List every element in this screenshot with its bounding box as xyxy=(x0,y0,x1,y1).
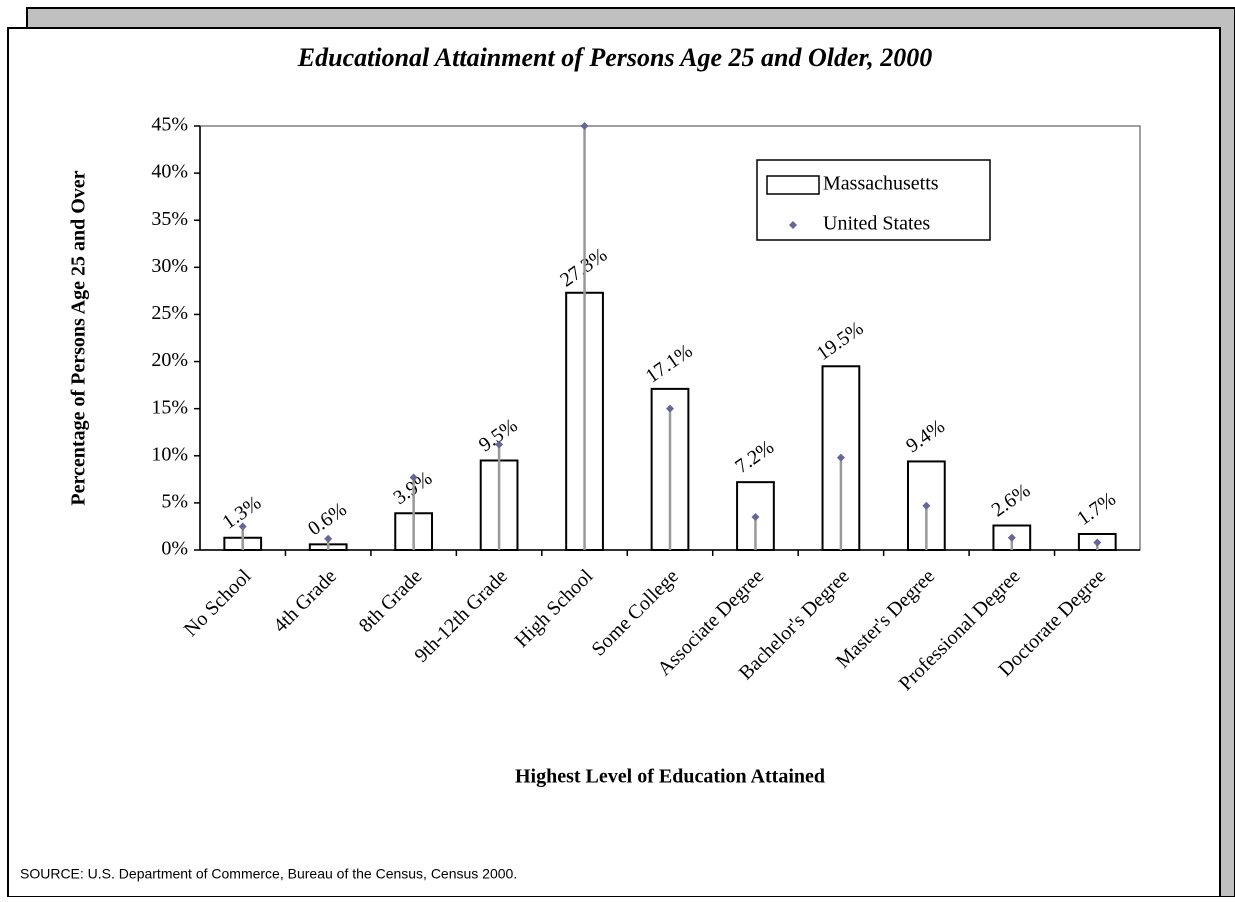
y-tick-label: 5% xyxy=(161,490,188,512)
chart-panel xyxy=(7,27,1221,898)
legend-swatch xyxy=(766,175,820,195)
point xyxy=(495,440,504,449)
point xyxy=(666,404,674,413)
y-tick-label: 30% xyxy=(151,255,188,277)
y-axis-title: Percentage of Persons Age 25 and Over xyxy=(68,170,90,505)
point xyxy=(751,513,760,522)
y-tick-label: 25% xyxy=(151,302,188,324)
source-note: SOURCE: U.S. Department of Commerce, Bur… xyxy=(20,866,517,882)
point xyxy=(1093,538,1102,547)
y-tick-label: 10% xyxy=(151,443,188,465)
y-tick-label: 0% xyxy=(161,538,188,560)
y-tick-label: 40% xyxy=(151,161,188,183)
y-tick-label: 15% xyxy=(151,396,188,418)
y-tick-label: 20% xyxy=(151,349,188,371)
legend-marker xyxy=(789,221,797,229)
point xyxy=(1007,533,1016,542)
y-tick-label: 35% xyxy=(151,208,188,230)
legend-label: Massachusetts xyxy=(823,173,939,195)
point xyxy=(409,473,418,482)
legend xyxy=(756,159,991,241)
point xyxy=(580,122,589,130)
x-axis-title: Highest Level of Education Attained xyxy=(515,766,825,788)
point xyxy=(836,453,845,462)
point xyxy=(238,522,247,531)
chart-title: Educational Attainment of Persons Age 25… xyxy=(297,43,932,72)
y-tick-label: 45% xyxy=(151,114,188,136)
point xyxy=(324,534,333,543)
point xyxy=(922,501,931,510)
legend-label: United States xyxy=(823,213,930,235)
